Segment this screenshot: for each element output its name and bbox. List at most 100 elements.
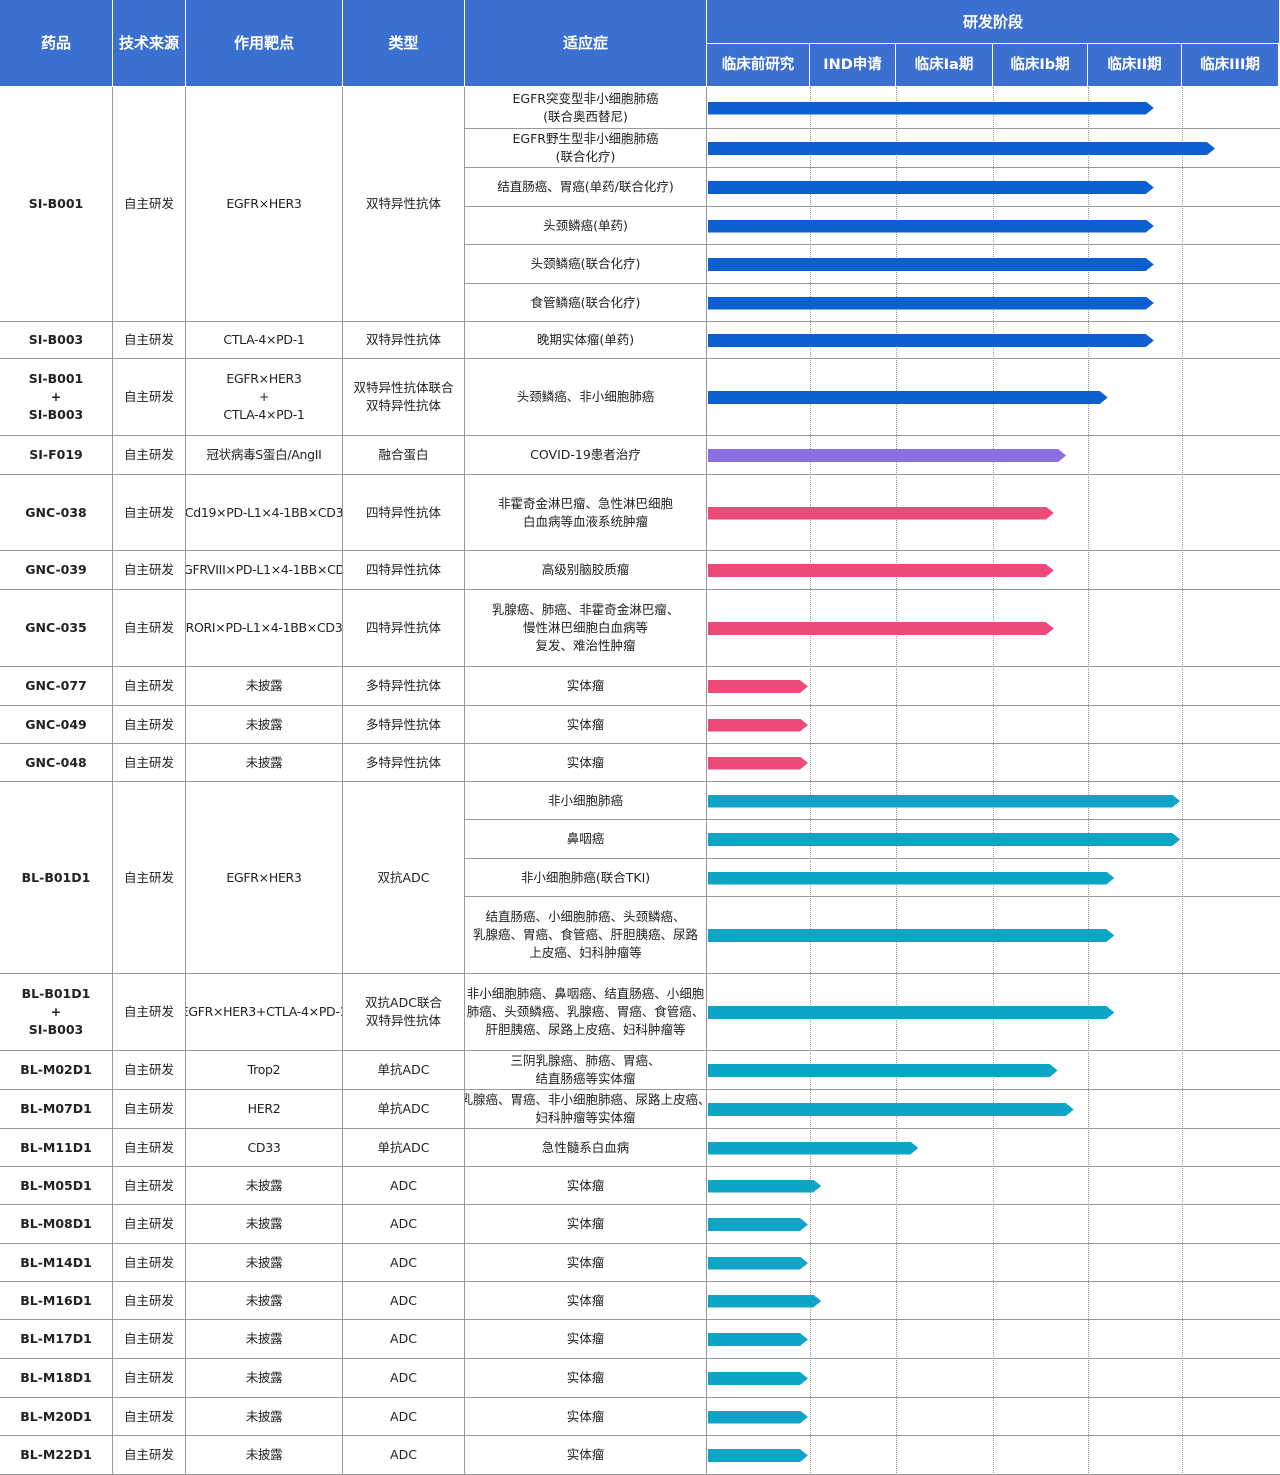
- cell-text: BL-M05D1: [20, 1177, 92, 1193]
- cell-text: 实体瘤: [566, 754, 605, 770]
- cell-text: 食管鳞癌(联合化疗): [530, 294, 641, 310]
- indication-cell: 非小细胞肺癌(联合TKI): [465, 859, 707, 897]
- cell-text: 融合蛋白: [378, 447, 429, 462]
- target-cell: RORI×PD-L1×4-1BB×CD3: [186, 590, 343, 667]
- cell-text: 双特异性抗体: [365, 1013, 441, 1028]
- cell-text: BL-M16D1: [20, 1292, 92, 1308]
- source-cell: 自主研发: [113, 87, 186, 322]
- indication-cell: 结直肠癌、胃癌(单药/联合化疗): [465, 168, 707, 207]
- source-cell: 自主研发: [113, 322, 186, 359]
- indication-cell: 实体瘤: [465, 1167, 707, 1205]
- progress-bar: [708, 507, 1054, 520]
- source-cell: 自主研发: [113, 782, 186, 974]
- stage-cell: [707, 1090, 1280, 1129]
- header-cell: 药品: [0, 0, 113, 87]
- source-cell: 自主研发: [113, 359, 186, 436]
- target-cell: Cd19×PD-L1×4-1BB×CD3: [186, 475, 343, 551]
- target-cell: EGFR×HER3: [186, 782, 343, 974]
- cell-text: BL-M18D1: [20, 1370, 92, 1385]
- cell-text: CTLA-4×PD-1: [223, 332, 305, 347]
- indication-cell: 三阴乳腺癌、肺癌、胃癌、 结直肠癌等实体瘤: [465, 1051, 707, 1090]
- cell-text: 四特异性抗体: [365, 562, 441, 577]
- stage-cell: [707, 245, 1280, 284]
- type-cell: ADC: [343, 1282, 465, 1320]
- cell-text: BL-M08D1: [20, 1216, 92, 1231]
- progress-bar: [708, 334, 1154, 347]
- cell-text: 自主研发: [123, 1216, 174, 1231]
- type-cell: 单抗ADC: [343, 1129, 465, 1167]
- cell-text: 乳腺癌、胃癌、非小细胞肺癌、尿路上皮癌、: [465, 1092, 707, 1107]
- stage-header: 临床Ib期: [993, 44, 1088, 87]
- indication-cell: 乳腺癌、肺癌、非霍奇金淋巴瘤、 慢性淋巴细胞白血病等 复发、难治性肿瘤: [465, 590, 707, 667]
- stage-header: 临床III期: [1182, 44, 1279, 87]
- cell-text: 慢性淋巴细胞白血病等: [522, 620, 648, 635]
- drug-name: BL-M07D1: [0, 1090, 113, 1129]
- stage-cell: [707, 897, 1280, 974]
- stage-cell: [707, 436, 1280, 475]
- progress-bar: [708, 449, 1066, 462]
- cell-text: BL-B01D1: [21, 869, 91, 885]
- header-cell: 适应症: [465, 0, 707, 87]
- cell-text: 未披露: [245, 1177, 283, 1193]
- stage-header: 临床前研究: [707, 44, 810, 87]
- source-cell: 自主研发: [113, 1359, 186, 1398]
- cell-text: 双特异性抗体: [365, 196, 441, 211]
- source-cell: 自主研发: [113, 974, 186, 1051]
- cell-text: ADC: [390, 1292, 417, 1308]
- cell-text: IND申请: [823, 57, 882, 73]
- cell-text: 自主研发: [123, 1292, 174, 1308]
- progress-bar: [708, 258, 1154, 271]
- cell-text: GNC-048: [25, 754, 87, 770]
- cell-text: 非小细胞肺癌: [547, 792, 623, 808]
- indication-cell: 实体瘤: [465, 744, 707, 782]
- cell-text: 自主研发: [123, 620, 174, 635]
- cell-text: 乳腺癌、肺癌、非霍奇金淋巴瘤、: [491, 602, 680, 617]
- source-cell: 自主研发: [113, 475, 186, 551]
- indication-cell: 实体瘤: [465, 1205, 707, 1244]
- type-cell: 多特异性抗体: [343, 667, 465, 706]
- source-cell: 自主研发: [113, 1129, 186, 1167]
- cell-text: SI-F019: [29, 447, 83, 462]
- cell-text: BL-M14D1: [20, 1254, 92, 1270]
- cell-text: 自主研发: [123, 1139, 174, 1155]
- cell-text: 临床Ib期: [1010, 57, 1070, 73]
- progress-bar: [708, 102, 1154, 115]
- cell-text: 双抗ADC联合: [365, 995, 442, 1010]
- cell-text: 未披露: [245, 1331, 283, 1346]
- progress-bar: [708, 297, 1154, 310]
- cell-text: 乳腺癌、胃癌、食管癌、肝胆胰癌、尿路: [472, 927, 698, 942]
- cell-text: 急性髓系白血病: [541, 1139, 630, 1155]
- cell-text: 单抗ADC: [377, 1101, 430, 1116]
- cell-text: BL-M22D1: [20, 1447, 92, 1462]
- stage-cell: [707, 706, 1280, 744]
- cell-text: 自主研发: [123, 562, 174, 577]
- cell-text: 研发阶段: [962, 12, 1023, 31]
- cell-text: 自主研发: [123, 1004, 174, 1019]
- source-cell: 自主研发: [113, 1320, 186, 1359]
- cell-text: 鼻咽癌: [566, 831, 605, 846]
- source-cell: 自主研发: [113, 1244, 186, 1282]
- indication-cell: 乳腺癌、胃癌、非小细胞肺癌、尿路上皮癌、 妇科肿瘤等实体瘤: [465, 1090, 707, 1129]
- cell-text: EGFR×HER3: [226, 869, 302, 885]
- stage-cell: [707, 1244, 1280, 1282]
- indication-cell: 实体瘤: [465, 1282, 707, 1320]
- cell-text: 实体瘤: [566, 678, 605, 693]
- drug-name: BL-M14D1: [0, 1244, 113, 1282]
- source-cell: 自主研发: [113, 1282, 186, 1320]
- drug-name: GNC-039: [0, 551, 113, 590]
- drug-name: BL-B01D1: [0, 782, 113, 974]
- cell-text: CD33: [247, 1139, 281, 1155]
- indication-cell: 食管鳞癌(联合化疗): [465, 284, 707, 322]
- cell-text: 双特异性抗体: [365, 398, 441, 413]
- cell-text: 未披露: [245, 1370, 283, 1385]
- drug-name: GNC-048: [0, 744, 113, 782]
- indication-cell: EGFR突变型非小细胞肺癌 (联合奥西替尼): [465, 87, 707, 129]
- source-cell: 自主研发: [113, 744, 186, 782]
- progress-bar: [708, 1411, 808, 1424]
- target-cell: 未披露: [186, 1205, 343, 1244]
- stage-cell: [707, 1282, 1280, 1320]
- type-cell: ADC: [343, 1359, 465, 1398]
- cell-text: 临床III期: [1200, 57, 1260, 73]
- cell-text: ADC: [390, 1447, 417, 1462]
- type-cell: 融合蛋白: [343, 436, 465, 475]
